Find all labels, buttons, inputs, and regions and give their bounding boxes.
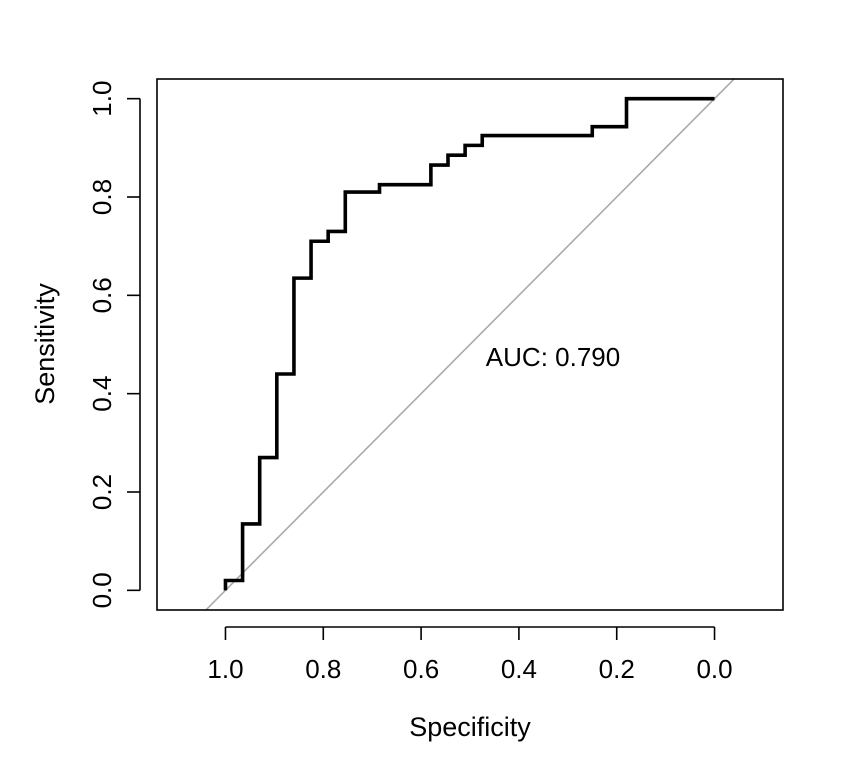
roc-curve-line: [223, 96, 715, 591]
x-tick-label: 0.4: [501, 654, 537, 684]
x-tick-label: 0.0: [696, 654, 732, 684]
x-axis-label: Specificity: [409, 712, 531, 742]
x-axis: 1.0 0.8 0.6 0.4 0.2 0.0: [207, 626, 733, 684]
plot-frame: [156, 78, 784, 611]
y-axis: 0.0 0.2 0.4 0.6 0.8 1.0: [87, 81, 141, 608]
reference-diagonal-line: [204, 79, 736, 610]
x-tick-label: 0.8: [305, 654, 341, 684]
auc-annotation: AUC: 0.790: [486, 342, 620, 372]
x-tick-label: 1.0: [207, 654, 243, 684]
y-tick-label: 1.0: [87, 81, 117, 117]
y-tick-label: 0.2: [87, 474, 117, 510]
x-tick-label: 0.2: [599, 654, 635, 684]
y-axis-label: Sensitivity: [30, 283, 60, 405]
y-tick-label: 0.6: [87, 277, 117, 313]
y-tick-label: 0.0: [87, 572, 117, 608]
y-tick-label: 0.4: [87, 376, 117, 412]
x-tick-label: 0.6: [403, 654, 439, 684]
y-tick-label: 0.8: [87, 179, 117, 215]
